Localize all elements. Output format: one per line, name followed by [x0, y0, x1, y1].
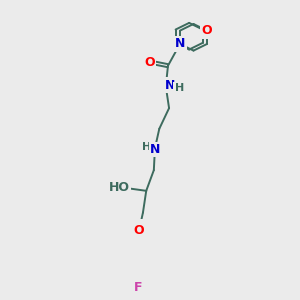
Text: O: O	[134, 224, 144, 237]
Text: O: O	[202, 24, 212, 37]
Text: F: F	[134, 281, 142, 294]
Text: HO: HO	[109, 181, 130, 194]
Text: H: H	[175, 83, 184, 93]
Text: H: H	[142, 142, 151, 152]
Text: N: N	[175, 38, 185, 50]
Text: N: N	[150, 143, 161, 156]
Text: N: N	[164, 79, 175, 92]
Text: O: O	[144, 56, 155, 68]
